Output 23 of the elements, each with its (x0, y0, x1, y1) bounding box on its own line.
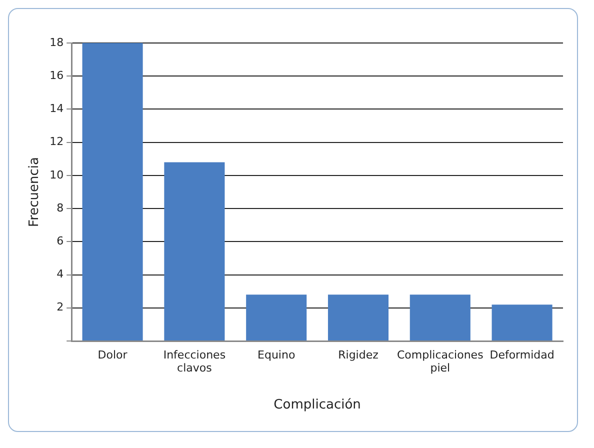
y-axis-title: Frecuencia (27, 157, 42, 227)
y-tick-label: 10 (50, 168, 64, 182)
y-tick-label: 2 (56, 300, 64, 314)
y-tick-label: 14 (50, 102, 64, 116)
y-tick-label: 12 (50, 135, 64, 148)
x-tick-label: Complicaciones piel (396, 348, 484, 375)
x-axis-title: Complicación (274, 398, 361, 413)
bar (410, 294, 470, 340)
bar (492, 304, 552, 340)
y-tick-label: 18 (50, 36, 64, 49)
x-tick-label: Rigidez (338, 348, 379, 362)
x-tick-label: Deformidad (490, 348, 554, 362)
x-tick-label: Dolor (98, 348, 128, 362)
y-tick-label: 16 (50, 68, 64, 82)
bar (246, 294, 307, 340)
y-tick-label: 8 (56, 201, 64, 214)
y-tick-label: 6 (56, 234, 64, 248)
x-tick-label: Equino (258, 348, 296, 362)
y-tick-label: 4 (56, 268, 64, 281)
bar (164, 162, 225, 340)
bar (328, 294, 389, 340)
x-tick-label: Infecciones clavos (163, 348, 226, 375)
bar (82, 43, 143, 340)
